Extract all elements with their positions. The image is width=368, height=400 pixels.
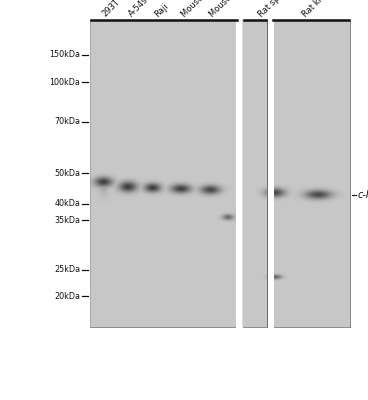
Text: Rat kidney: Rat kidney bbox=[300, 0, 339, 18]
Text: 293T: 293T bbox=[100, 0, 121, 18]
Bar bbox=[272, 20, 350, 327]
Bar bbox=[236, 16, 241, 331]
Text: 25kDa: 25kDa bbox=[54, 265, 81, 274]
Text: 50kDa: 50kDa bbox=[54, 169, 81, 178]
Text: 40kDa: 40kDa bbox=[54, 200, 81, 208]
Text: Mouse lung: Mouse lung bbox=[180, 0, 220, 18]
Text: 20kDa: 20kDa bbox=[54, 292, 81, 300]
Text: 35kDa: 35kDa bbox=[54, 216, 81, 225]
Bar bbox=[269, 16, 274, 331]
Text: c-Maf: c-Maf bbox=[357, 190, 368, 200]
Bar bbox=[90, 20, 238, 327]
Text: 100kDa: 100kDa bbox=[50, 78, 81, 87]
Text: A-549: A-549 bbox=[127, 0, 151, 18]
Text: Raji: Raji bbox=[152, 1, 170, 18]
Text: Rat spleen: Rat spleen bbox=[257, 0, 295, 18]
Text: Mouse kidney: Mouse kidney bbox=[208, 0, 255, 18]
Bar bbox=[243, 20, 267, 327]
Text: 70kDa: 70kDa bbox=[54, 117, 81, 126]
Text: 150kDa: 150kDa bbox=[50, 50, 81, 60]
